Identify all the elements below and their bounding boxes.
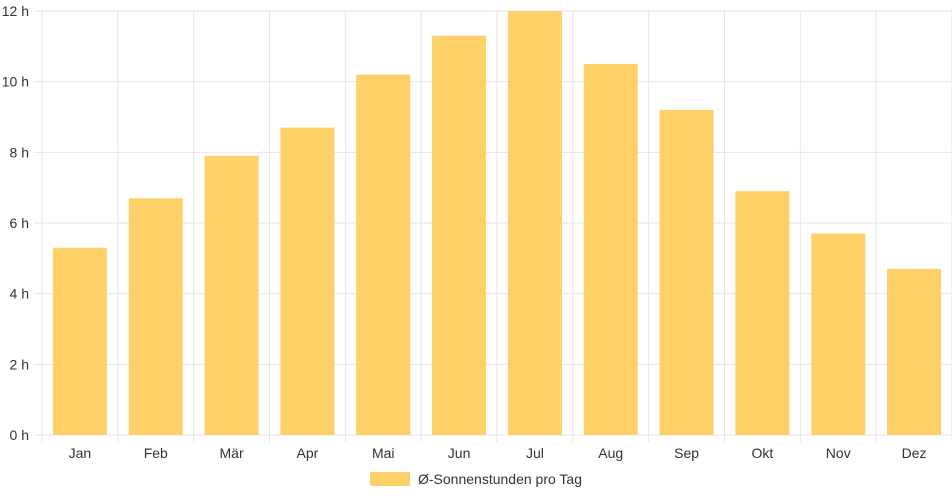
y-tick-label: 8 h [10,144,29,160]
x-tick-label: Mai [372,445,395,461]
bar [280,127,335,435]
legend[interactable]: Ø-Sonnenstunden pro Tag [370,471,582,487]
y-tick-label: 10 h [2,74,29,90]
y-tick-label: 6 h [10,215,29,231]
x-tick-label: Jan [69,445,92,461]
x-tick-label: Sep [674,445,699,461]
y-tick-label: 12 h [2,3,29,19]
legend-swatch [370,472,410,486]
bar [887,268,942,435]
x-tick-label: Okt [752,445,774,461]
y-tick-label: 0 h [10,427,29,443]
bar [204,155,259,435]
bar [735,191,790,435]
x-tick-label: Dez [902,445,927,461]
bar [583,64,638,435]
bar [128,198,183,435]
x-tick-label: Feb [144,445,168,461]
x-tick-label: Nov [826,445,851,461]
x-tick-label: Jun [448,445,471,461]
bar [659,109,714,435]
bar [432,35,487,435]
x-tick-label: Jul [526,445,544,461]
y-tick-label: 4 h [10,286,29,302]
y-tick-label: 2 h [10,356,29,372]
bar [356,74,411,435]
legend-label: Ø-Sonnenstunden pro Tag [418,471,582,487]
bar [811,233,866,435]
x-tick-label: Apr [297,445,319,461]
bar [52,247,107,435]
x-tick-label: Mär [220,445,244,461]
x-tick-label: Aug [598,445,623,461]
bar [507,11,562,435]
